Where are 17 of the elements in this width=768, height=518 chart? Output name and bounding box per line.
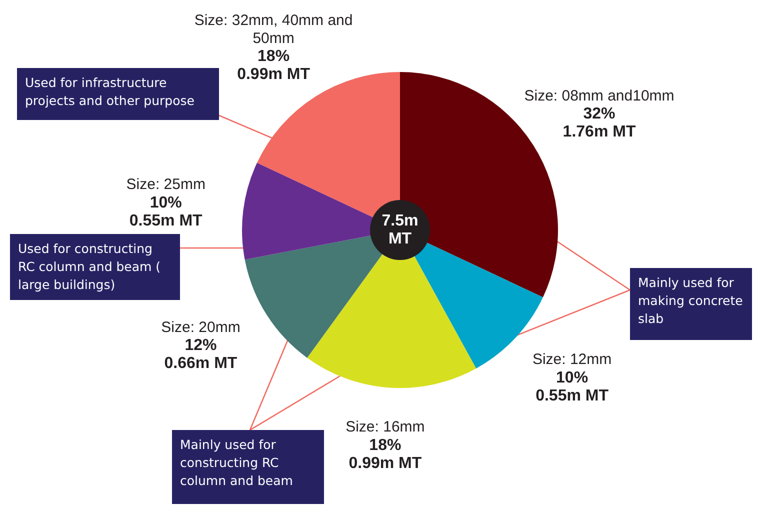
slice-label: Size: 12mm [532, 351, 612, 368]
data-label: 10% 0.55m MT [129, 194, 203, 230]
data-label: 10% 0.55m MT [536, 369, 609, 404]
slice-label: Size: 32mm, 40mm and 50mm [194, 12, 353, 47]
slice-label: Size: 20mm [161, 318, 240, 336]
text: Mainly used for constructing RC column and beam [172, 430, 324, 504]
text: Used for constructing RC column and beam ( large buildings) [10, 234, 180, 300]
slice-label: Size: 16mm [346, 418, 425, 436]
data-label: 18% 0.99m MT [348, 436, 422, 472]
data-label: 18% 0.99m MT [237, 48, 310, 84]
data-label: 32% 1.76m MT [562, 106, 636, 141]
data-label: 12% 0.66m MT [164, 337, 238, 372]
text: 7.5m MT [382, 212, 418, 248]
text: Mainly used for making concrete slab [630, 268, 752, 340]
slice-label: Size: 25mm [126, 176, 206, 194]
text: Used for infrastructure projects and other purpose [17, 68, 219, 120]
slice-label: Size: 08mm and10mm [524, 87, 674, 104]
